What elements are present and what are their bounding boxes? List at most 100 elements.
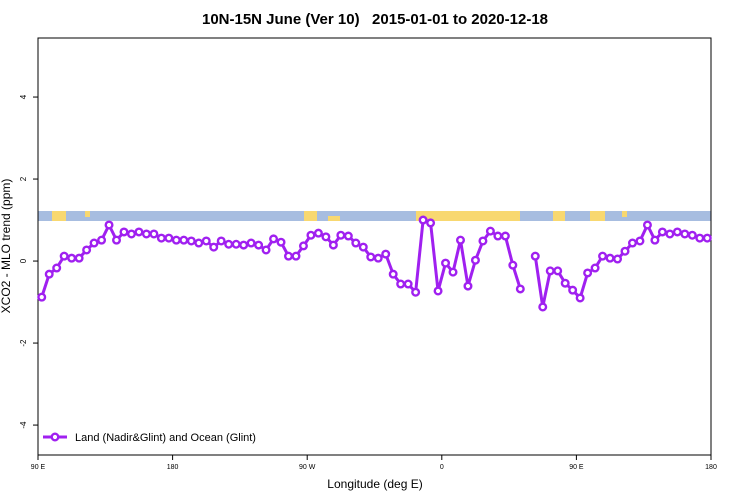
data-point — [141, 229, 151, 239]
data-point — [478, 236, 488, 246]
data-point — [231, 239, 241, 249]
data-point — [396, 279, 406, 289]
land-strip — [622, 211, 627, 217]
data-point — [224, 239, 234, 249]
data-line — [40, 217, 522, 298]
data-point — [493, 231, 503, 241]
data-point — [463, 281, 473, 291]
data-point — [336, 230, 346, 240]
land-strip — [52, 211, 66, 221]
data-point — [508, 260, 518, 270]
data-point — [59, 251, 69, 261]
data-point — [500, 231, 510, 241]
data-point — [538, 302, 548, 312]
data-point — [82, 245, 92, 255]
data-point — [351, 238, 361, 248]
data-point — [553, 266, 563, 276]
data-point — [216, 236, 226, 246]
data-point — [269, 234, 279, 244]
data-point — [298, 241, 308, 251]
data-point — [665, 229, 675, 239]
data-point — [568, 285, 578, 295]
data-point — [194, 238, 204, 248]
data-point — [112, 235, 122, 245]
data-point — [89, 238, 99, 248]
land-strip — [553, 211, 565, 221]
data-point — [313, 228, 323, 238]
y-tick-label: -2 — [19, 339, 28, 347]
data-point — [104, 220, 114, 230]
data-point — [239, 240, 249, 250]
x-tick-label: 180 — [705, 464, 717, 471]
data-point — [171, 235, 181, 245]
data-point — [276, 237, 286, 247]
data-point — [455, 235, 465, 245]
data-point — [343, 231, 353, 241]
data-point — [687, 230, 697, 240]
x-tick-label: 90 W — [299, 464, 316, 471]
data-point — [433, 286, 443, 296]
plot-frame — [37, 37, 712, 456]
data-point — [530, 251, 540, 261]
data-point — [403, 279, 413, 289]
data-point — [545, 266, 555, 276]
x-tick-label: 90 E — [569, 464, 584, 471]
x-tick-label: 90 E — [31, 464, 46, 471]
data-point — [575, 293, 585, 303]
y-tick-label: -4 — [19, 421, 28, 429]
data-point — [246, 238, 256, 248]
data-point — [201, 236, 211, 246]
data-point — [448, 267, 458, 277]
legend-label: Land (Nadir&Glint) and Ocean (Glint) — [75, 432, 256, 444]
data-point — [134, 227, 144, 237]
data-point — [119, 227, 129, 237]
data-point — [306, 230, 316, 240]
data-point — [328, 240, 338, 250]
data-point — [209, 242, 219, 252]
data-point — [254, 240, 264, 250]
x-axis-label: Longitude (deg E) — [327, 477, 422, 491]
land-mask — [38, 211, 711, 221]
land-strip — [85, 211, 90, 217]
data-point — [650, 235, 660, 245]
data-point — [441, 258, 451, 268]
data-point — [590, 263, 600, 273]
data-point — [702, 233, 712, 243]
data-point — [635, 236, 645, 246]
data-point — [657, 227, 667, 237]
data-point — [620, 246, 630, 256]
data-point — [672, 227, 682, 237]
y-tick-label: 0 — [19, 258, 28, 263]
land-strip — [328, 216, 340, 221]
data-point — [179, 235, 189, 245]
y-tick-label: 2 — [19, 176, 28, 181]
data-point — [613, 254, 623, 264]
data-point — [366, 252, 376, 262]
data-point — [291, 251, 301, 261]
data-point — [284, 251, 294, 261]
data-point — [373, 253, 383, 263]
data-point — [67, 253, 77, 263]
data-point — [470, 255, 480, 265]
data-point — [44, 269, 54, 279]
data-point — [627, 238, 637, 248]
data-point — [74, 253, 84, 263]
data-point — [695, 233, 705, 243]
data-point — [583, 268, 593, 278]
data-point — [149, 229, 159, 239]
y-axis-label: XCO2 - MLO trend (ppm) — [0, 179, 13, 314]
x-tick-label: 0 — [440, 464, 444, 471]
y-tick-label: 4 — [19, 94, 28, 99]
data-point — [186, 236, 196, 246]
data-point — [485, 226, 495, 236]
chart-title: 10N-15N June (Ver 10) 2015-01-01 to 2020… — [202, 11, 548, 28]
data-point — [164, 233, 174, 243]
data-line — [533, 221, 708, 308]
data-point — [321, 232, 331, 242]
land-strip — [416, 211, 520, 221]
data-point — [156, 233, 166, 243]
data-point — [598, 251, 608, 261]
data-point — [642, 220, 652, 230]
data-point — [418, 215, 428, 225]
